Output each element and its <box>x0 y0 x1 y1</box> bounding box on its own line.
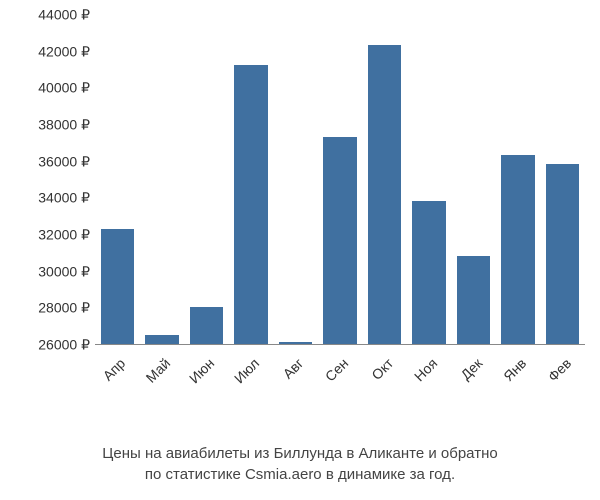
y-tick-label: 38000 ₽ <box>10 117 90 134</box>
x-tick-label: Окт <box>368 355 396 383</box>
y-axis: 26000 ₽28000 ₽30000 ₽32000 ₽34000 ₽36000… <box>10 15 90 345</box>
caption-line2: по статистике Csmia.aero в динамике за г… <box>145 466 455 483</box>
x-tick-label: Июн <box>186 355 217 386</box>
y-tick-label: 44000 ₽ <box>10 7 90 24</box>
bar <box>546 164 579 344</box>
x-tick-label: Май <box>142 355 173 386</box>
bar <box>368 45 401 344</box>
x-axis: Апр Май Июн Июл Авг Сен Окт Ноя Дек Янв Фев <box>95 350 585 390</box>
x-tick-label: Апр <box>100 355 129 384</box>
y-tick-label: 40000 ₽ <box>10 80 90 97</box>
y-tick-label: 26000 ₽ <box>10 337 90 354</box>
x-tick-label: Ноя <box>411 355 440 384</box>
y-tick-label: 36000 ₽ <box>10 153 90 170</box>
bar <box>323 137 356 344</box>
bars-group <box>95 14 585 344</box>
bar <box>101 229 134 345</box>
bar <box>145 335 178 344</box>
x-tick-label: Дек <box>457 355 485 383</box>
bar <box>412 201 445 344</box>
bar <box>501 155 534 344</box>
x-tick-label: Авг <box>280 355 307 382</box>
x-tick-label: Фев <box>544 355 574 385</box>
bar <box>190 307 223 344</box>
chart-container: Апр Май Июн Июл Авг Сен Окт Ноя Дек Янв Фев <box>95 15 585 385</box>
caption-line1: Цены на авиабилеты из Биллунда в Аликант… <box>102 445 497 462</box>
x-tick-label: Янв <box>500 355 529 384</box>
y-tick-label: 32000 ₽ <box>10 227 90 244</box>
y-tick-label: 34000 ₽ <box>10 190 90 207</box>
x-tick-label: Сен <box>322 355 351 384</box>
plot-area <box>95 15 585 345</box>
bar <box>457 256 490 344</box>
y-tick-label: 28000 ₽ <box>10 300 90 317</box>
bar <box>279 342 312 344</box>
y-tick-label: 42000 ₽ <box>10 43 90 60</box>
x-tick-label: Июл <box>231 355 262 386</box>
chart-caption: Цены на авиабилеты из Биллунда в Аликант… <box>0 443 600 485</box>
y-tick-label: 30000 ₽ <box>10 263 90 280</box>
bar <box>234 65 267 344</box>
